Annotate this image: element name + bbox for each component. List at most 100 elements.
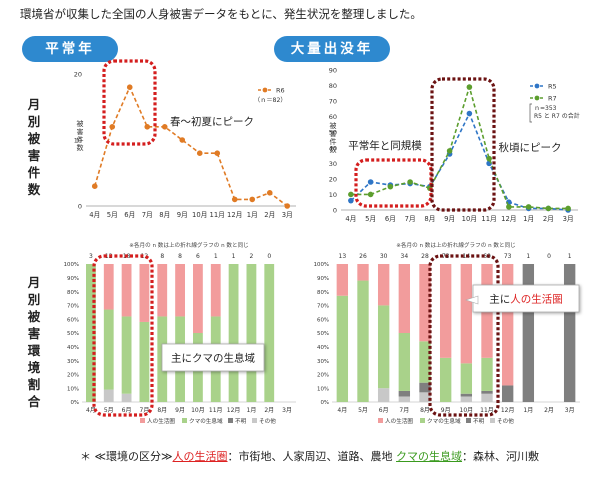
footnote-human-def: ：市街地、人家周辺、道路、農地	[227, 450, 393, 463]
mass-count-ytick-0: 0	[333, 207, 337, 215]
normal-ratio-bar-7-0	[210, 264, 221, 317]
mass-ratio-legend-swatch-0	[378, 418, 383, 423]
normal-count-xtick-10: 2月	[264, 211, 275, 219]
mass-ratio-legend-swatch-3	[490, 418, 495, 423]
mass-ratio-bar-6-0	[460, 264, 473, 364]
normal-ratio-legend-1: クマの生息域	[189, 417, 223, 425]
normal-ratio-ytick-7: 70%	[67, 304, 79, 310]
mass-ratio-n-4: 28	[421, 253, 429, 260]
normal-count-series-0-point-4	[161, 124, 168, 130]
normal-ratio-ytick-10: 100%	[64, 262, 79, 268]
normal-ratio-bar-2-0	[121, 264, 132, 317]
mass-count-series-1-point-6	[466, 84, 473, 90]
normal-ratio-legend-3: その他	[259, 417, 276, 425]
normal-ratio-bar-10-1	[264, 264, 275, 402]
mass-ratio-bar-4-3	[419, 392, 431, 402]
mass-count-xtick-1: 5月	[365, 215, 376, 223]
normal-ratio-xtick-5: 9月	[175, 407, 185, 414]
mass-count-xtick-6: 10月	[462, 215, 477, 223]
normal-count-ylabel-char-2: 件	[77, 135, 84, 144]
mass-count-series-0-line	[350, 111, 569, 211]
mass-ratio-n-8: 73	[504, 253, 512, 260]
normal-count-series-0-point-10	[266, 190, 273, 196]
mass-ratio-bar-8-2	[501, 385, 514, 402]
mass-count-xtick-3: 7月	[405, 215, 416, 223]
normal-ratio-xtick-8: 12月	[227, 407, 241, 414]
mass-count-ylabel-char-1: 害	[330, 129, 337, 138]
mass-count-xtick-4: 8月	[424, 215, 435, 223]
mass-ratio-bar-7-3	[481, 393, 493, 402]
mass-count-xtick-10: 2月	[543, 215, 554, 223]
mass-ratio-n-11: 1	[568, 253, 572, 260]
mass-ratio-n-1: 26	[359, 253, 367, 260]
mass-ratio-bar-0-0	[336, 264, 349, 296]
mass-ratio-legend-2: 不明	[473, 418, 485, 425]
normal-ratio-ytick-2: 20%	[67, 373, 79, 379]
mass-count-series-1-point-9	[525, 204, 532, 210]
mass-count-series-1-point-5	[446, 148, 453, 154]
mass-ratio-annotation: 主に人の生活圏	[489, 293, 563, 306]
monthly-ratio-label: 月別被害環境割合	[27, 275, 41, 409]
mass-ratio-bar-4-0	[419, 264, 431, 342]
mass-ratio-xtick-9: 1月	[523, 407, 533, 414]
mass-count-series-0-point-0	[348, 197, 354, 204]
normal-count-series-0-point-11	[284, 203, 291, 209]
mass-count-series-1-point-2	[387, 183, 394, 190]
normal-ratio-xtick-7: 11月	[209, 407, 223, 414]
normal-count-ytick-0: 0	[78, 203, 82, 211]
normal-count-xtick-5: 9月	[177, 211, 188, 219]
mass-ratio-ytick-1: 10%	[317, 386, 329, 392]
mass-ratio-bar-7-2	[481, 390, 493, 394]
normal-ratio-bar-4-0	[157, 264, 168, 317]
normal-ratio-ytick-5: 50%	[67, 331, 79, 337]
mass-legend-note-0: ｎ=353	[534, 105, 557, 112]
mass-ratio-ytick-7: 70%	[317, 304, 329, 310]
normal-ratio-bar-1-1	[103, 309, 114, 390]
normal-ratio-legend-swatch-2	[228, 418, 233, 423]
intro-text: 環境省が収集した全国の人身被害データをもとに、発生状況を整理しました。	[20, 7, 422, 21]
normal-ratio-legend-swatch-0	[140, 418, 145, 423]
mass-ratio-bar-4-1	[419, 341, 431, 383]
normal-ratio-annotation: 主にクマの生息域	[171, 352, 255, 365]
normal-ratio-n-1: 12	[105, 253, 113, 260]
mass-ratio-bar-2-1	[377, 305, 390, 389]
normal-ratio-bar-2-3	[121, 393, 132, 402]
normal-ratio-ytick-1: 10%	[67, 386, 79, 392]
normal-ratio-n-9: 2	[250, 253, 254, 260]
mass-ratio-ytick-5: 50%	[317, 331, 329, 337]
footnote-star: ＊	[80, 450, 91, 463]
mass-ratio-bar-6-2	[460, 393, 473, 397]
normal-legend-note: （ｎ＝82）	[254, 97, 287, 104]
normal-ratio-n-3: 12	[141, 253, 149, 260]
mass-ratio-annotation-pointer	[465, 295, 479, 305]
mass-year-label: 大量出没年	[274, 36, 390, 62]
mass-ratio-xtick-6: 10月	[460, 407, 474, 414]
mass-ratio-bar-3-0	[398, 264, 411, 333]
mass-count-xtick-5: 9月	[444, 215, 455, 223]
normal-ratio-bar-3-1	[139, 321, 150, 402]
normal-count-xtick-7: 11月	[210, 211, 225, 219]
mass-count-series-1-point-7	[486, 155, 492, 162]
mass-ratio-bar-2-0	[377, 264, 390, 306]
normal-ratio-legend-0: 人の生活圏	[147, 417, 175, 425]
mass-ratio-n-3: 34	[401, 253, 409, 260]
mass-count-series-1-line	[350, 84, 569, 210]
mass-ratio-highlight-box	[428, 254, 500, 417]
normal-ratio-bar-5-0	[175, 264, 185, 317]
normal-ratio-n-0: 3	[89, 253, 93, 260]
mass-ratio-xtick-8: 12月	[501, 407, 515, 414]
mass-ratio-annotation-part-1: 人の生活圏	[510, 293, 563, 306]
mass-legend-marker-r7	[534, 95, 540, 101]
normal-count-series-0-point-7	[214, 150, 221, 156]
normal-count-ylabel-char-0: 被	[77, 119, 84, 128]
mass-ratio-xtick-10: 2月	[544, 407, 554, 414]
mass-count-xtick-2: 6月	[385, 215, 396, 223]
normal-ratio-ytick-0: 0%	[70, 400, 79, 406]
normal-count-ytick-1: 10	[74, 137, 82, 145]
normal-ratio-xtick-0: 4月	[86, 407, 96, 414]
normal-ratio-ytick-9: 90%	[67, 276, 79, 282]
mass-ratio-bar-8-0	[501, 264, 514, 386]
mass-annotation-same: 平常年と同規模	[348, 139, 422, 152]
mass-ratio-legend-1: クマの生息域	[427, 417, 461, 425]
mass-ratio-xtick-5: 9月	[441, 407, 451, 414]
